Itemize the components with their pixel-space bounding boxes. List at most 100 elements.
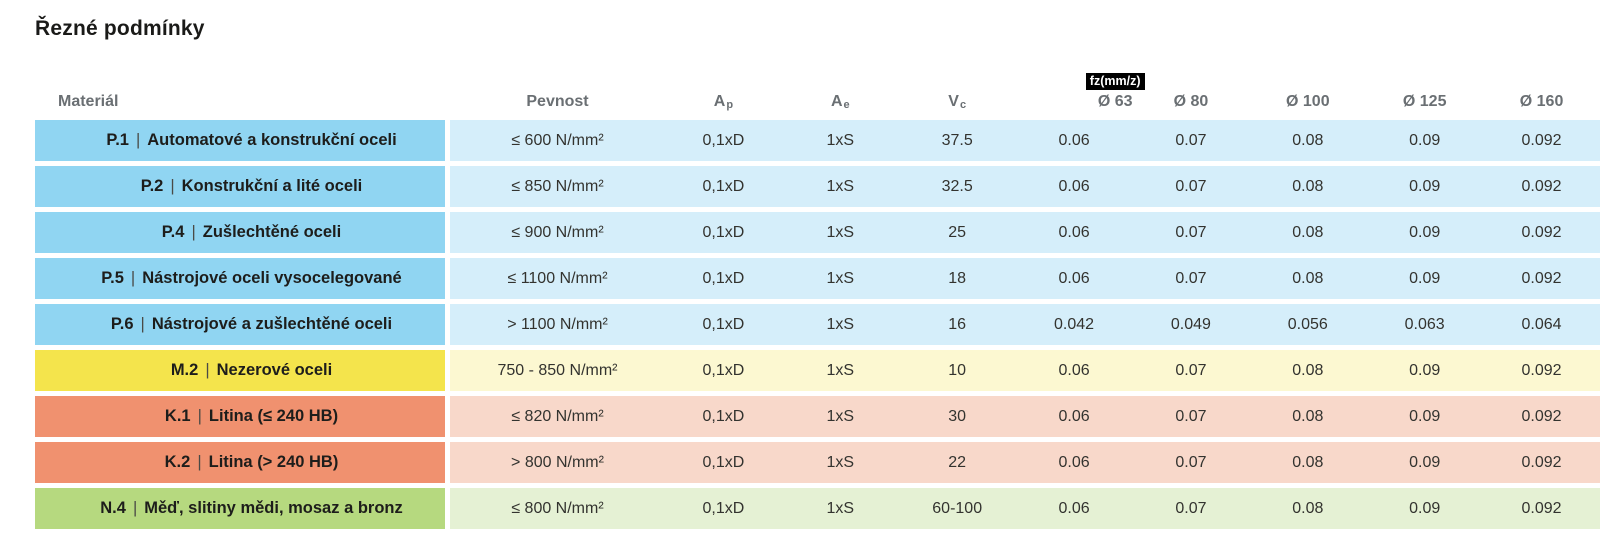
ap-cell: 0,1xD [702, 453, 745, 471]
table-row: K.2 | Litina (> 240 HB) > 800 N/mm² 0,1x… [35, 442, 1600, 483]
fz-160-cell: 0.092 [1521, 499, 1562, 517]
table-row: P.2 | Konstrukční a lité oceli ≤ 850 N/m… [35, 166, 1600, 207]
table-row: P.6 | Nástrojové a zušlechtěné oceli > 1… [35, 304, 1600, 345]
material-name: Litina (≤ 240 HB) [208, 407, 339, 425]
material-separator: | [135, 131, 141, 149]
header-ae-base: A [830, 93, 843, 110]
fz-160-cell: 0.092 [1521, 177, 1562, 195]
fz-80-cell: 0.07 [1175, 269, 1207, 287]
table-row: N.4 | Měď, slitiny mědi, mosaz a bronz ≤… [35, 488, 1600, 529]
material-name: Nástrojové a zušlechtěné oceli [151, 315, 393, 333]
fz-125-cell: 0.09 [1409, 269, 1441, 287]
material-name: Měď, slitiny mědi, mosaz a bronz [144, 499, 403, 517]
fz-160-cell: 0.092 [1521, 223, 1562, 241]
pevnost-cell: > 800 N/mm² [511, 453, 604, 471]
table-row: M.2 | Nezerové oceli 750 - 850 N/mm² 0,1… [35, 350, 1600, 391]
vc-cell: 60-100 [932, 499, 983, 517]
fz-63-cell: 0.06 [1058, 223, 1090, 241]
fz-unit-badge: fz(mm/z) [1085, 72, 1145, 90]
ap-cell: 0,1xD [702, 177, 745, 195]
vc-cell: 22 [948, 453, 967, 471]
material-cell: P.1 | Automatové a konstrukční oceli [35, 120, 445, 161]
fz-100-cell: 0.08 [1292, 131, 1324, 149]
material-cell: P.2 | Konstrukční a lité oceli [35, 166, 445, 207]
fz-100-cell: 0.08 [1292, 177, 1324, 195]
ae-cell: 1xS [826, 315, 855, 333]
vc-cell: 18 [948, 269, 967, 287]
ap-cell: 0,1xD [702, 315, 745, 333]
material-separator: | [191, 223, 196, 241]
material-name: Nástrojové oceli vysocelegované [142, 269, 402, 287]
fz-80-cell: 0.07 [1175, 453, 1207, 471]
header-diameter-160: Ø 160 [1519, 93, 1564, 110]
material-separator: | [170, 177, 175, 195]
header-diameter-80: Ø 80 [1173, 93, 1209, 110]
pevnost-cell: ≤ 820 N/mm² [511, 407, 604, 425]
pevnost-cell: ≤ 900 N/mm² [511, 223, 604, 241]
material-code: P.6 [110, 315, 134, 333]
fz-63-cell: 0.06 [1058, 361, 1090, 379]
header-material: Materiál [58, 93, 119, 110]
row-values: ≤ 820 N/mm² 0,1xD 1xS 30 0.06 0.07 0.08 … [450, 396, 1600, 437]
fz-125-cell: 0.09 [1409, 499, 1441, 517]
material-code: P.1 [106, 131, 129, 149]
header-ae-sub: e [843, 99, 850, 111]
header-pevnost: Pevnost [526, 93, 589, 110]
vc-cell: 16 [948, 315, 967, 333]
material-separator: | [140, 315, 145, 333]
fz-125-cell: 0.09 [1409, 177, 1441, 195]
fz-80-cell: 0.07 [1175, 177, 1207, 195]
fz-160-cell: 0.064 [1521, 315, 1562, 333]
ae-cell: 1xS [826, 269, 855, 287]
ae-cell: 1xS [826, 131, 855, 149]
material-separator: | [197, 453, 202, 471]
header-ap-sub: p [726, 99, 734, 111]
row-values: ≤ 900 N/mm² 0,1xD 1xS 25 0.06 0.07 0.08 … [450, 212, 1600, 253]
fz-125-cell: 0.063 [1404, 315, 1445, 333]
fz-63-cell: 0.06 [1058, 269, 1090, 287]
table-row: P.1 | Automatové a konstrukční oceli ≤ 6… [35, 120, 1600, 161]
pevnost-cell: ≤ 600 N/mm² [511, 131, 604, 149]
fz-63-cell: 0.06 [1058, 177, 1090, 195]
ap-cell: 0,1xD [702, 361, 745, 379]
ae-cell: 1xS [826, 361, 855, 379]
ae-cell: 1xS [826, 499, 855, 517]
row-values: ≤ 800 N/mm² 0,1xD 1xS 60-100 0.06 0.07 0… [450, 488, 1600, 529]
row-values: ≤ 850 N/mm² 0,1xD 1xS 32.5 0.06 0.07 0.0… [450, 166, 1600, 207]
fz-100-cell: 0.08 [1292, 453, 1324, 471]
row-values: ≤ 1100 N/mm² 0,1xD 1xS 18 0.06 0.07 0.08… [450, 258, 1600, 299]
material-separator: | [205, 361, 210, 379]
material-code: K.2 [164, 453, 191, 471]
pevnost-cell: ≤ 850 N/mm² [511, 177, 604, 195]
fz-80-cell: 0.07 [1175, 131, 1207, 149]
fz-160-cell: 0.092 [1521, 131, 1562, 149]
header-vc-sub: c [959, 99, 967, 111]
vc-cell: 10 [948, 361, 967, 379]
material-name: Automatové a konstrukční oceli [147, 131, 397, 149]
table-body: P.1 | Automatové a konstrukční oceli ≤ 6… [35, 120, 1600, 529]
material-cell: P.5 | Nástrojové oceli vysocelegované [35, 258, 445, 299]
header-diameter-63: fz(mm/z) Ø 63 [1016, 72, 1145, 113]
fz-100-cell: 0.08 [1292, 361, 1324, 379]
material-code: P.2 [140, 177, 164, 195]
header-ap-base: A [713, 93, 726, 110]
material-code: N.4 [100, 499, 126, 517]
table-row: P.5 | Nástrojové oceli vysocelegované ≤ … [35, 258, 1600, 299]
material-cell: K.1 | Litina (≤ 240 HB) [35, 396, 445, 437]
pevnost-cell: ≤ 800 N/mm² [511, 499, 604, 517]
fz-125-cell: 0.09 [1409, 361, 1441, 379]
fz-125-cell: 0.09 [1409, 407, 1441, 425]
material-cell: P.6 | Nástrojové a zušlechtěné oceli [35, 304, 445, 345]
material-cell: K.2 | Litina (> 240 HB) [35, 442, 445, 483]
row-values: 750 - 850 N/mm² 0,1xD 1xS 10 0.06 0.07 0… [450, 350, 1600, 391]
fz-100-cell: 0.08 [1292, 223, 1324, 241]
material-code: M.2 [170, 361, 199, 379]
material-cell: M.2 | Nezerové oceli [35, 350, 445, 391]
header-diameter-125: Ø 125 [1402, 93, 1447, 110]
page-title: Řezné podmínky [35, 17, 205, 40]
